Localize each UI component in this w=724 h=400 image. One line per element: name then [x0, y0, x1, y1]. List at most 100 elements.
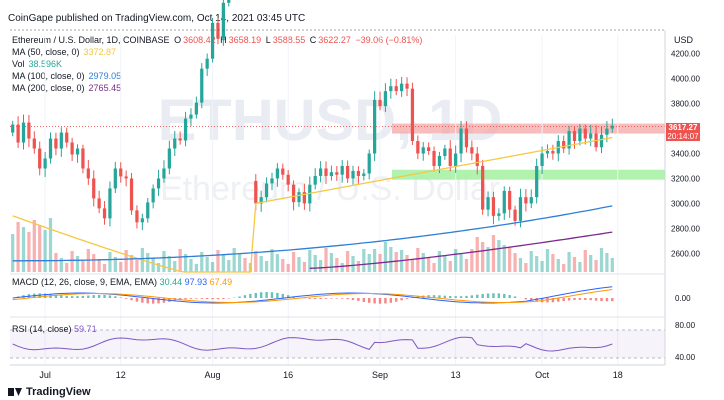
- rsi-label: RSI (14, close): [12, 324, 72, 334]
- macd-histogram-bar: [567, 298, 571, 301]
- macd-histogram-bar: [103, 294, 106, 298]
- price-tick-label: 3400.00: [671, 150, 700, 159]
- volume-bar: [119, 262, 123, 272]
- candle-body: [578, 128, 582, 142]
- macd-histogram-bar: [324, 298, 328, 299]
- volume-bar: [135, 260, 139, 272]
- candle-body: [129, 178, 134, 211]
- macd-histogram-bar: [573, 298, 576, 301]
- volume-bar: [216, 250, 220, 272]
- candle-body: [16, 124, 20, 143]
- candle-body: [367, 153, 371, 174]
- macd-value-3: 67.49: [209, 277, 233, 287]
- time-tick-label: Aug: [205, 370, 221, 380]
- last-price-tag: 3617.27 20:14:07: [666, 123, 700, 141]
- candle-body: [448, 148, 452, 166]
- macd-histogram-bar: [97, 294, 101, 298]
- time-tick-label: 18: [613, 370, 623, 380]
- macd-histogram-bar: [449, 296, 452, 298]
- candle-body: [140, 218, 144, 223]
- macd-histogram-bar: [492, 293, 495, 298]
- volume-bar: [259, 256, 263, 272]
- volume-bar: [594, 260, 598, 272]
- candle-body: [335, 172, 339, 175]
- candle-body: [124, 176, 128, 179]
- macd-histogram-bar: [589, 298, 592, 301]
- volume-bar: [486, 247, 490, 272]
- volume-bar: [454, 249, 458, 272]
- candle-body: [562, 141, 566, 149]
- candle-body: [535, 165, 539, 198]
- volume-bar: [551, 254, 555, 272]
- volume-bar: [351, 256, 355, 272]
- volume-bar: [286, 264, 290, 272]
- volume-bar: [178, 249, 182, 272]
- candle-body: [297, 192, 301, 203]
- macd-histogram-bar: [357, 298, 360, 301]
- rsi-band: [10, 330, 665, 358]
- candle-body: [378, 99, 382, 107]
- volume-bar: [92, 254, 96, 272]
- volume-bar: [427, 258, 431, 272]
- volume-bar: [264, 261, 269, 272]
- volume-bar: [75, 256, 80, 272]
- macd-histogram-bar: [205, 298, 209, 300]
- candle-body: [97, 198, 101, 209]
- macd-histogram-bar: [584, 298, 587, 300]
- volume-bar: [210, 262, 215, 272]
- vol-label: Vol: [12, 59, 25, 69]
- volume-bar: [605, 253, 609, 272]
- volume-bar: [11, 234, 15, 272]
- macd-value-1: 30.44: [159, 277, 183, 287]
- candle-body: [75, 148, 80, 155]
- candle-body: [281, 168, 285, 175]
- candle-body: [221, 2, 225, 39]
- candle-body: [513, 209, 517, 221]
- volume-bar: [38, 225, 42, 272]
- volume-bar: [108, 252, 112, 272]
- macd-histogram-bar: [81, 295, 85, 298]
- candle-body: [362, 173, 366, 176]
- volume-bar: [48, 218, 53, 272]
- candle-body: [48, 138, 53, 159]
- macd-histogram-bar: [216, 298, 220, 300]
- candle-body: [216, 22, 220, 39]
- signal-line: [12, 289, 613, 303]
- candle-body: [329, 172, 334, 176]
- volume-bar: [329, 253, 334, 272]
- macd-histogram-bar: [470, 295, 474, 298]
- ma100-line: [12, 205, 613, 262]
- volume-bar: [59, 258, 63, 272]
- volume-bar: [475, 237, 479, 272]
- candle-body: [383, 91, 388, 107]
- ma200-value: 2765.45: [88, 83, 122, 93]
- candle-body: [545, 151, 550, 154]
- macd-histogram-bar: [427, 295, 430, 298]
- volume-bar: [513, 253, 517, 272]
- macd-histogram-bar: [351, 298, 355, 300]
- candle-body: [200, 68, 204, 103]
- volume-bar: [194, 264, 198, 272]
- volume-bar: [318, 260, 323, 272]
- macd-histogram-bar: [281, 293, 284, 298]
- volume-bar: [421, 253, 425, 272]
- candle-body: [421, 147, 425, 154]
- macd-histogram-bar: [249, 293, 252, 298]
- macd-histogram-bar: [60, 295, 63, 298]
- rsi-value: 59.71: [74, 324, 97, 334]
- macd-histogram-bar: [438, 295, 441, 298]
- macd-histogram-bar: [503, 294, 506, 298]
- macd-legend: MACD (12, 26, close, 9, EMA, EMA) 30.44 …: [12, 277, 232, 287]
- macd-histogram-bar: [43, 293, 47, 298]
- macd-histogram-bar: [54, 294, 58, 298]
- candle-body: [270, 178, 274, 184]
- macd-histogram-bar: [178, 298, 182, 301]
- volume-bar: [535, 256, 539, 272]
- price-tick-label: 3200.00: [671, 174, 700, 183]
- macd-histogram-bar: [476, 294, 479, 298]
- candle-body: [405, 83, 409, 89]
- candle-body: [27, 122, 31, 139]
- candle-body: [410, 88, 415, 142]
- macd-histogram-bar: [238, 296, 241, 298]
